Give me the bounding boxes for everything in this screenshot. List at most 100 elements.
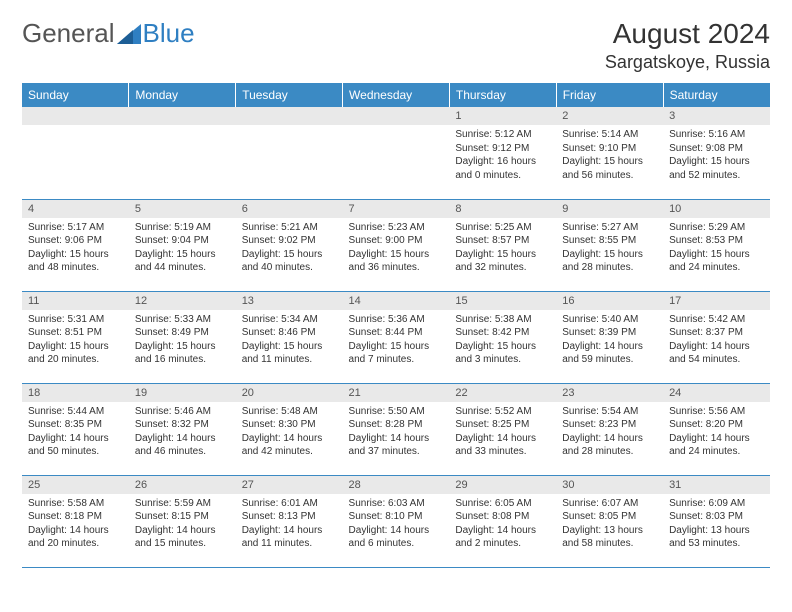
day-number: 13: [236, 292, 343, 310]
daylight-text-2: and 24 minutes.: [669, 261, 764, 275]
weekday-header: Monday: [129, 83, 236, 107]
sunset-text: Sunset: 8:03 PM: [669, 510, 764, 524]
day-number: 23: [556, 384, 663, 402]
day-number: 14: [343, 292, 450, 310]
calendar-day-cell: 19Sunrise: 5:46 AMSunset: 8:32 PMDayligh…: [129, 383, 236, 475]
day-info: Sunrise: 5:23 AMSunset: 9:00 PMDaylight:…: [343, 218, 450, 278]
day-number: 9: [556, 200, 663, 218]
daylight-text-2: and 6 minutes.: [349, 537, 444, 551]
daylight-text-2: and 48 minutes.: [28, 261, 123, 275]
day-number: 11: [22, 292, 129, 310]
daylight-text-1: Daylight: 15 hours: [669, 248, 764, 262]
day-number: 20: [236, 384, 343, 402]
logo-text-blue: Blue: [143, 18, 195, 49]
logo-triangle-icon: [117, 24, 141, 44]
day-number: 16: [556, 292, 663, 310]
sunrise-text: Sunrise: 6:07 AM: [562, 497, 657, 511]
calendar-day-cell: 10Sunrise: 5:29 AMSunset: 8:53 PMDayligh…: [663, 199, 770, 291]
sunset-text: Sunset: 8:23 PM: [562, 418, 657, 432]
daylight-text-2: and 59 minutes.: [562, 353, 657, 367]
daylight-text-2: and 16 minutes.: [135, 353, 230, 367]
sunrise-text: Sunrise: 5:50 AM: [349, 405, 444, 419]
daylight-text-1: Daylight: 14 hours: [562, 432, 657, 446]
day-number: 21: [343, 384, 450, 402]
calendar-day-cell: 1Sunrise: 5:12 AMSunset: 9:12 PMDaylight…: [449, 107, 556, 199]
calendar-day-cell: 9Sunrise: 5:27 AMSunset: 8:55 PMDaylight…: [556, 199, 663, 291]
day-number: 3: [663, 107, 770, 125]
sunrise-text: Sunrise: 5:56 AM: [669, 405, 764, 419]
day-number: [129, 107, 236, 125]
sunset-text: Sunset: 8:28 PM: [349, 418, 444, 432]
sunset-text: Sunset: 8:10 PM: [349, 510, 444, 524]
daylight-text-1: Daylight: 15 hours: [242, 248, 337, 262]
daylight-text-1: Daylight: 14 hours: [242, 432, 337, 446]
day-number: 31: [663, 476, 770, 494]
calendar-day-cell: 28Sunrise: 6:03 AMSunset: 8:10 PMDayligh…: [343, 475, 450, 567]
sunset-text: Sunset: 8:05 PM: [562, 510, 657, 524]
sunset-text: Sunset: 8:44 PM: [349, 326, 444, 340]
day-number: [343, 107, 450, 125]
day-info: Sunrise: 5:33 AMSunset: 8:49 PMDaylight:…: [129, 310, 236, 370]
calendar-day-cell: 15Sunrise: 5:38 AMSunset: 8:42 PMDayligh…: [449, 291, 556, 383]
day-info: Sunrise: 5:16 AMSunset: 9:08 PMDaylight:…: [663, 125, 770, 185]
calendar-week-row: 1Sunrise: 5:12 AMSunset: 9:12 PMDaylight…: [22, 107, 770, 199]
calendar-day-cell: 24Sunrise: 5:56 AMSunset: 8:20 PMDayligh…: [663, 383, 770, 475]
daylight-text-1: Daylight: 15 hours: [562, 248, 657, 262]
sunrise-text: Sunrise: 5:17 AM: [28, 221, 123, 235]
sunrise-text: Sunrise: 5:33 AM: [135, 313, 230, 327]
day-number: 18: [22, 384, 129, 402]
day-number: 12: [129, 292, 236, 310]
weekday-header: Wednesday: [343, 83, 450, 107]
daylight-text-2: and 7 minutes.: [349, 353, 444, 367]
weekday-header: Friday: [556, 83, 663, 107]
sunset-text: Sunset: 9:06 PM: [28, 234, 123, 248]
sunset-text: Sunset: 8:39 PM: [562, 326, 657, 340]
day-info: Sunrise: 5:58 AMSunset: 8:18 PMDaylight:…: [22, 494, 129, 554]
daylight-text-1: Daylight: 14 hours: [562, 340, 657, 354]
calendar-body: 1Sunrise: 5:12 AMSunset: 9:12 PMDaylight…: [22, 107, 770, 567]
day-number: 25: [22, 476, 129, 494]
calendar-day-cell: [22, 107, 129, 199]
day-number: 10: [663, 200, 770, 218]
calendar-day-cell: 6Sunrise: 5:21 AMSunset: 9:02 PMDaylight…: [236, 199, 343, 291]
day-info: Sunrise: 5:17 AMSunset: 9:06 PMDaylight:…: [22, 218, 129, 278]
calendar-day-cell: 21Sunrise: 5:50 AMSunset: 8:28 PMDayligh…: [343, 383, 450, 475]
calendar-day-cell: 8Sunrise: 5:25 AMSunset: 8:57 PMDaylight…: [449, 199, 556, 291]
daylight-text-1: Daylight: 15 hours: [242, 340, 337, 354]
sunrise-text: Sunrise: 5:58 AM: [28, 497, 123, 511]
title-block: August 2024 Sargatskoye, Russia: [605, 18, 770, 73]
day-info: Sunrise: 6:03 AMSunset: 8:10 PMDaylight:…: [343, 494, 450, 554]
day-number: 26: [129, 476, 236, 494]
sunrise-text: Sunrise: 5:52 AM: [455, 405, 550, 419]
sunset-text: Sunset: 8:46 PM: [242, 326, 337, 340]
sunrise-text: Sunrise: 5:16 AM: [669, 128, 764, 142]
day-number: [236, 107, 343, 125]
calendar-week-row: 11Sunrise: 5:31 AMSunset: 8:51 PMDayligh…: [22, 291, 770, 383]
daylight-text-2: and 46 minutes.: [135, 445, 230, 459]
calendar-day-cell: 13Sunrise: 5:34 AMSunset: 8:46 PMDayligh…: [236, 291, 343, 383]
day-info: Sunrise: 5:31 AMSunset: 8:51 PMDaylight:…: [22, 310, 129, 370]
sunrise-text: Sunrise: 5:42 AM: [669, 313, 764, 327]
calendar-day-cell: 30Sunrise: 6:07 AMSunset: 8:05 PMDayligh…: [556, 475, 663, 567]
header: General Blue August 2024 Sargatskoye, Ru…: [22, 18, 770, 73]
daylight-text-2: and 32 minutes.: [455, 261, 550, 275]
day-info: Sunrise: 5:19 AMSunset: 9:04 PMDaylight:…: [129, 218, 236, 278]
day-info: Sunrise: 5:59 AMSunset: 8:15 PMDaylight:…: [129, 494, 236, 554]
day-info: Sunrise: 5:42 AMSunset: 8:37 PMDaylight:…: [663, 310, 770, 370]
calendar-day-cell: 16Sunrise: 5:40 AMSunset: 8:39 PMDayligh…: [556, 291, 663, 383]
sunrise-text: Sunrise: 5:59 AM: [135, 497, 230, 511]
sunrise-text: Sunrise: 6:03 AM: [349, 497, 444, 511]
calendar-day-cell: 2Sunrise: 5:14 AMSunset: 9:10 PMDaylight…: [556, 107, 663, 199]
daylight-text-2: and 53 minutes.: [669, 537, 764, 551]
weekday-header: Thursday: [449, 83, 556, 107]
sunrise-text: Sunrise: 5:19 AM: [135, 221, 230, 235]
calendar-day-cell: 11Sunrise: 5:31 AMSunset: 8:51 PMDayligh…: [22, 291, 129, 383]
month-title: August 2024: [605, 18, 770, 50]
day-info: Sunrise: 5:36 AMSunset: 8:44 PMDaylight:…: [343, 310, 450, 370]
sunset-text: Sunset: 8:37 PM: [669, 326, 764, 340]
day-info: Sunrise: 6:09 AMSunset: 8:03 PMDaylight:…: [663, 494, 770, 554]
daylight-text-2: and 28 minutes.: [562, 445, 657, 459]
day-number: 1: [449, 107, 556, 125]
day-info: Sunrise: 5:56 AMSunset: 8:20 PMDaylight:…: [663, 402, 770, 462]
day-info: Sunrise: 6:07 AMSunset: 8:05 PMDaylight:…: [556, 494, 663, 554]
